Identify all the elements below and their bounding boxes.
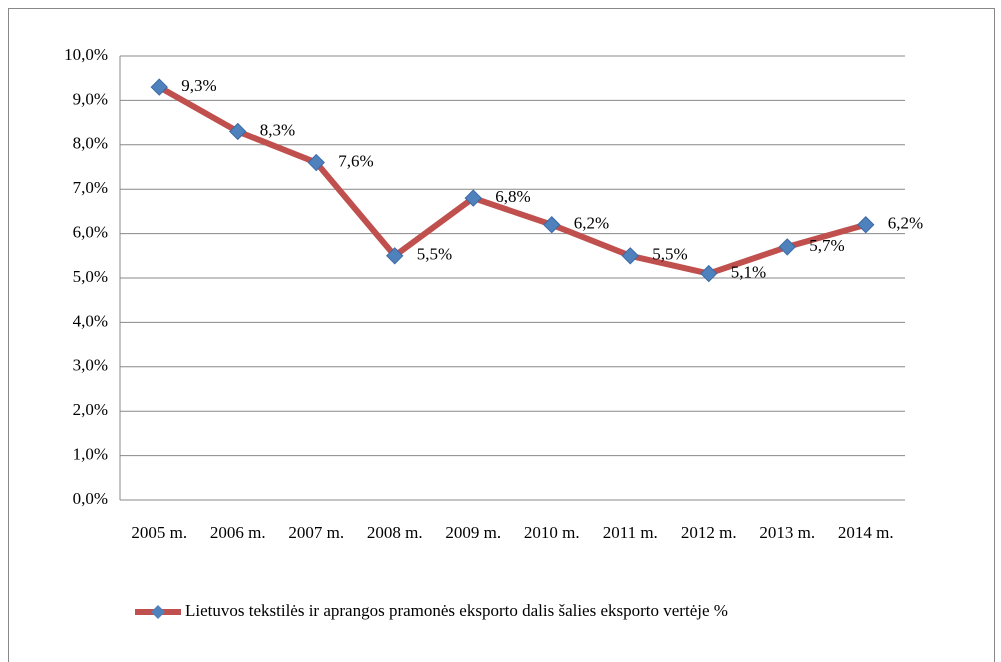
y-tick-label: 9,0% (73, 89, 108, 108)
x-tick-label: 2006 m. (210, 523, 266, 542)
y-tick-label: 8,0% (73, 134, 108, 153)
chart-frame (8, 8, 995, 662)
x-tick-label: 2012 m. (681, 523, 737, 542)
x-tick-label: 2011 m. (603, 523, 658, 542)
x-tick-label: 2007 m. (288, 523, 344, 542)
y-tick-label: 3,0% (73, 356, 108, 375)
marker (700, 264, 718, 283)
x-tick-label: 2008 m. (367, 523, 423, 542)
data-label: 6,2% (888, 214, 923, 233)
marker (778, 238, 796, 256)
data-label: 5,5% (417, 245, 452, 264)
marker (621, 247, 639, 265)
marker (543, 216, 561, 234)
data-label: 7,6% (338, 151, 373, 170)
y-tick-label: 4,0% (73, 311, 108, 330)
x-tick-label: 2009 m. (445, 523, 501, 542)
y-tick-label: 2,0% (73, 400, 108, 419)
legend-label: Lietuvos tekstilės ir aprangos pramonės … (185, 601, 728, 620)
x-tick-label: 2014 m. (838, 523, 894, 542)
data-label: 5,7% (809, 236, 844, 255)
y-tick-label: 7,0% (73, 178, 108, 197)
y-tick-label: 10,0% (64, 45, 108, 64)
data-label: 5,5% (652, 245, 687, 264)
y-tick-label: 5,0% (73, 267, 108, 286)
y-tick-label: 1,0% (73, 445, 108, 464)
marker (857, 216, 875, 234)
x-tick-label: 2013 m. (759, 523, 815, 542)
x-tick-label: 2005 m. (131, 523, 187, 542)
marker (464, 189, 482, 207)
x-tick-label: 2010 m. (524, 523, 580, 542)
y-tick-label: 0,0% (73, 489, 108, 508)
y-tick-label: 6,0% (73, 223, 108, 242)
marker (229, 122, 247, 141)
data-label: 5,1% (731, 262, 766, 281)
data-label: 6,8% (495, 187, 530, 206)
marker (307, 153, 325, 172)
series-line (157, 84, 867, 277)
marker (386, 247, 404, 265)
data-label: 8,3% (260, 120, 295, 139)
marker (150, 78, 168, 96)
legend-marker (151, 605, 165, 619)
data-label: 6,2% (574, 214, 609, 233)
data-label: 9,3% (181, 76, 216, 95)
